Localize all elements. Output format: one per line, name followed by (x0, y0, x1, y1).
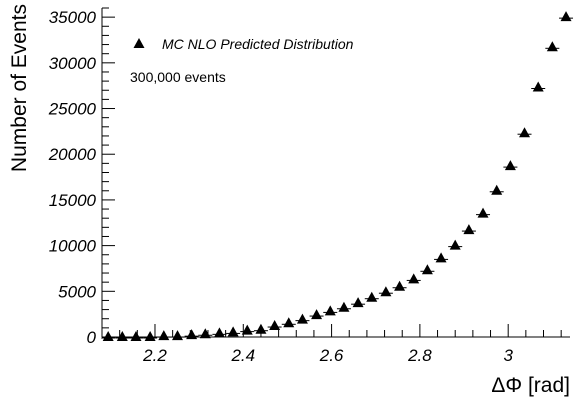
events-annotation: 300,000 events (130, 69, 226, 85)
data-point (477, 207, 489, 218)
legend: MC NLO Predicted Distribution (133, 36, 354, 52)
data-point (421, 264, 433, 275)
data-point (366, 291, 378, 302)
y-tick-label: 30000 (49, 54, 97, 73)
data-point (449, 239, 461, 250)
data-point (352, 297, 364, 308)
data-point (130, 331, 142, 341)
data-point (186, 329, 198, 340)
data-points (101, 11, 574, 341)
data-point (311, 309, 323, 320)
data-point (338, 301, 350, 312)
y-tick-label: 10000 (49, 237, 97, 256)
data-point (158, 330, 170, 341)
legend-marker-triangle-icon (133, 38, 145, 48)
x-tick-label: 2.2 (142, 346, 167, 365)
data-point (102, 331, 114, 341)
data-point (560, 11, 572, 22)
data-point (255, 323, 267, 334)
data-point (435, 252, 447, 263)
data-point (296, 313, 308, 324)
data-point (546, 41, 558, 52)
axes (101, 8, 570, 338)
x-axis-title: ΔΦ [rad] (491, 374, 570, 397)
x-tick-label: 3 (503, 346, 513, 365)
y-tick-label: 15000 (49, 191, 97, 210)
data-point (227, 326, 239, 337)
y-tick-label: 20000 (48, 145, 97, 164)
data-point (116, 331, 128, 341)
data-point (241, 324, 253, 335)
tick-labels: 0 5000 10000 15000 20000 25000 30000 35000 2.2 2.… (48, 8, 514, 365)
x-tick-label: 2.6 (319, 346, 344, 365)
data-point (408, 273, 420, 284)
data-point (199, 328, 211, 339)
y-tick-label: 5000 (58, 282, 96, 301)
data-point (213, 327, 225, 338)
x-tick-label: 2.4 (230, 346, 255, 365)
data-point (463, 224, 475, 235)
data-point (283, 317, 295, 328)
data-point (491, 184, 503, 195)
data-point (269, 320, 281, 331)
x-tick-label: 2.8 (407, 346, 432, 365)
data-point (380, 286, 392, 297)
data-point (144, 331, 156, 341)
data-point (504, 160, 516, 171)
data-point (394, 280, 406, 291)
y-axis-title: Number of Events (8, 4, 31, 172)
legend-label: MC NLO Predicted Distribution (162, 36, 354, 52)
y-tick-label: 25000 (48, 100, 97, 119)
data-point (324, 305, 336, 316)
data-point (519, 127, 531, 138)
data-point (532, 81, 544, 92)
ticks (101, 7, 562, 338)
y-tick-label: 0 (87, 328, 97, 347)
data-point (171, 330, 183, 341)
y-tick-label: 35000 (49, 8, 97, 27)
